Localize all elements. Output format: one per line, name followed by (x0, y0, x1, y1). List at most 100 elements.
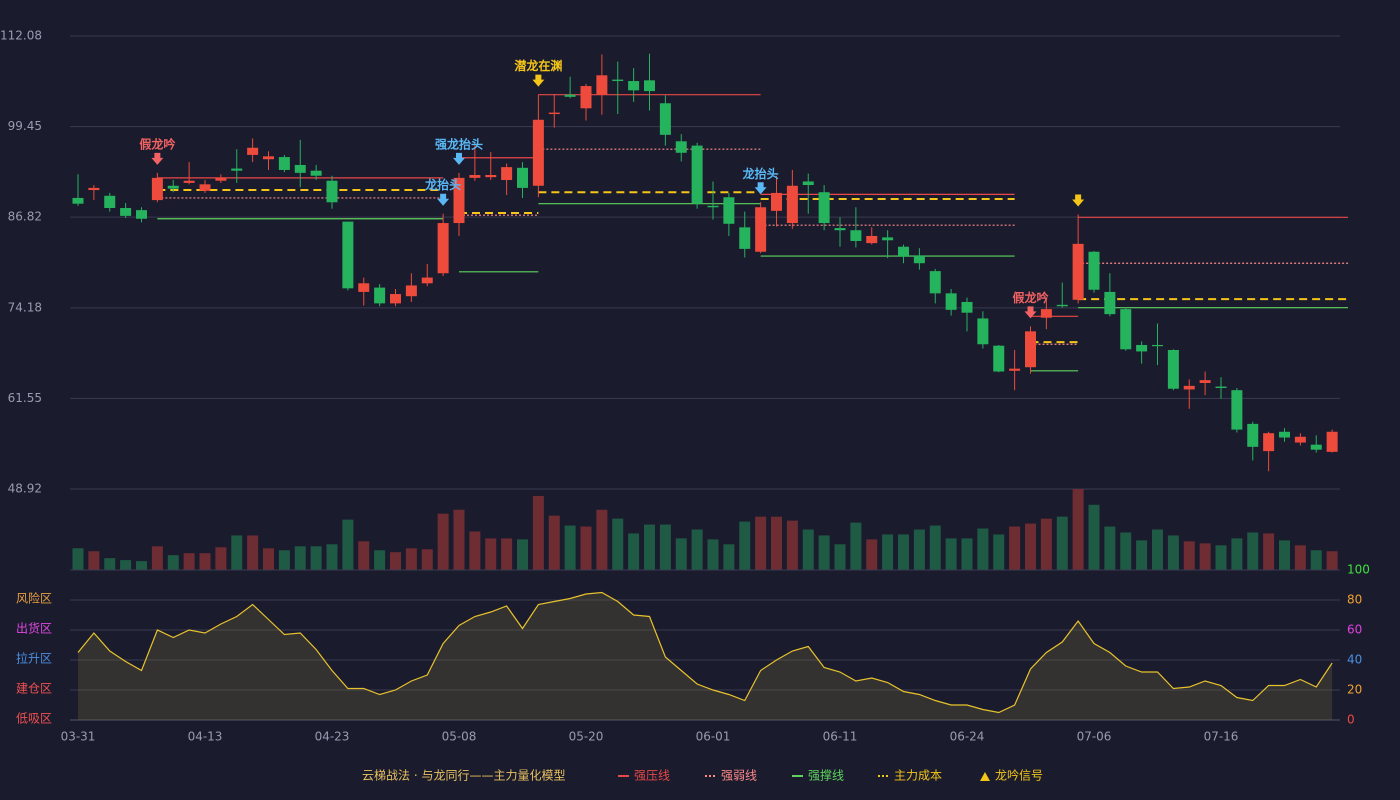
candle-body (771, 192, 782, 211)
candle-body (326, 180, 338, 203)
volume-bar (517, 539, 528, 570)
volume-bar (263, 548, 274, 570)
volume-bar (1104, 526, 1116, 570)
volume-bar (390, 552, 401, 570)
candle-body (104, 195, 116, 208)
candle-body (72, 197, 84, 204)
volume-bar (278, 550, 290, 570)
signal-arrow (453, 152, 465, 165)
candle-body (88, 187, 100, 191)
candle-body (659, 103, 671, 135)
candle-body (882, 237, 894, 241)
x-tick-label: 05-08 (442, 730, 477, 744)
candle-body (215, 177, 227, 181)
signal-label: 潜龙在渊 (514, 58, 562, 73)
volume-bar (183, 553, 195, 570)
volume-bar (151, 546, 163, 570)
legend-label: 强撑线 (808, 768, 844, 783)
signal-label: 假龙吟 (139, 136, 175, 151)
signal-label: 假龙吟 (1012, 290, 1048, 305)
volume-bar (723, 544, 735, 570)
volume-bar (659, 524, 671, 570)
x-tick-label: 04-23 (315, 730, 350, 744)
volume-bar (818, 535, 830, 570)
candle-body (1025, 331, 1036, 368)
volume-bar (88, 551, 100, 570)
candle-body (167, 185, 179, 189)
candle-body (755, 207, 767, 252)
candle-body (580, 86, 592, 109)
volume-bar (564, 525, 576, 570)
signal-arrow (151, 152, 164, 165)
volume-bar (485, 538, 497, 570)
volume-bar (1040, 518, 1052, 570)
candle-body (1263, 433, 1275, 452)
volume-bar (691, 529, 703, 570)
volume-bar (1326, 551, 1338, 570)
candle-body (993, 345, 1005, 372)
y2-tick-label: 20 (1347, 683, 1362, 697)
volume-bar (437, 513, 449, 570)
x-tick-label: 06-11 (823, 730, 858, 744)
candle-body (501, 167, 513, 181)
volume-bar (1279, 540, 1290, 570)
volume-bar (628, 533, 640, 570)
volume-bar (612, 518, 624, 570)
y-tick-label: 74.18 (8, 300, 42, 314)
volume-bar (945, 538, 957, 570)
candle-body (517, 167, 528, 188)
volume-bar (786, 520, 798, 570)
volume-bar (421, 549, 433, 570)
volume-bar (1231, 538, 1243, 570)
volume-bar (834, 544, 846, 570)
volume-bar (501, 538, 513, 570)
volume-bar (1215, 545, 1227, 570)
volume-bar (1136, 540, 1148, 570)
candle-body (310, 170, 322, 176)
candle-body (199, 184, 211, 191)
candle-body (390, 294, 401, 304)
volume-bar (1088, 504, 1100, 570)
zone-label: 风险区 (16, 591, 52, 606)
volume-bar (596, 509, 608, 570)
candle-body (278, 157, 290, 170)
y2-tick-label: 80 (1347, 593, 1362, 607)
candle-body (405, 285, 417, 297)
candle-body (802, 181, 814, 186)
signal-arrow (532, 74, 545, 87)
volume-bar (453, 509, 465, 570)
legend-label: 强压线 (634, 769, 670, 783)
candle-body (136, 210, 147, 219)
volume-bar (342, 519, 354, 570)
candle-body (644, 80, 655, 92)
volume-bar (1025, 523, 1036, 570)
candle-body (929, 271, 941, 294)
volume-bar (929, 525, 941, 570)
candle-body (1072, 243, 1084, 300)
volume-bar (405, 548, 417, 570)
candle-body (1294, 436, 1306, 443)
legend-label: 强弱线 (721, 769, 757, 783)
signal-label: 强龙抬头 (435, 136, 483, 151)
candle-body (1152, 344, 1163, 347)
volume-bar (771, 516, 782, 570)
candle-body (453, 177, 465, 224)
candle-body (1326, 431, 1338, 452)
zone-label: 出货区 (16, 621, 52, 636)
y-tick-label: 48.92 (8, 482, 42, 496)
candle-body (945, 293, 957, 310)
candle-body (675, 141, 687, 153)
volume-bar (1247, 532, 1259, 570)
candle-body (1167, 350, 1179, 389)
candle-body (183, 180, 195, 183)
volume-bar (1294, 545, 1306, 570)
y-tick-label: 61.55 (8, 391, 42, 405)
x-tick-label: 06-24 (950, 730, 985, 744)
volume-bar (850, 522, 862, 570)
volume-bar (326, 544, 338, 570)
volume-bar (310, 546, 322, 570)
candle-body (263, 156, 274, 160)
y-tick-label: 99.45 (8, 119, 42, 133)
candle-body (564, 94, 576, 97)
